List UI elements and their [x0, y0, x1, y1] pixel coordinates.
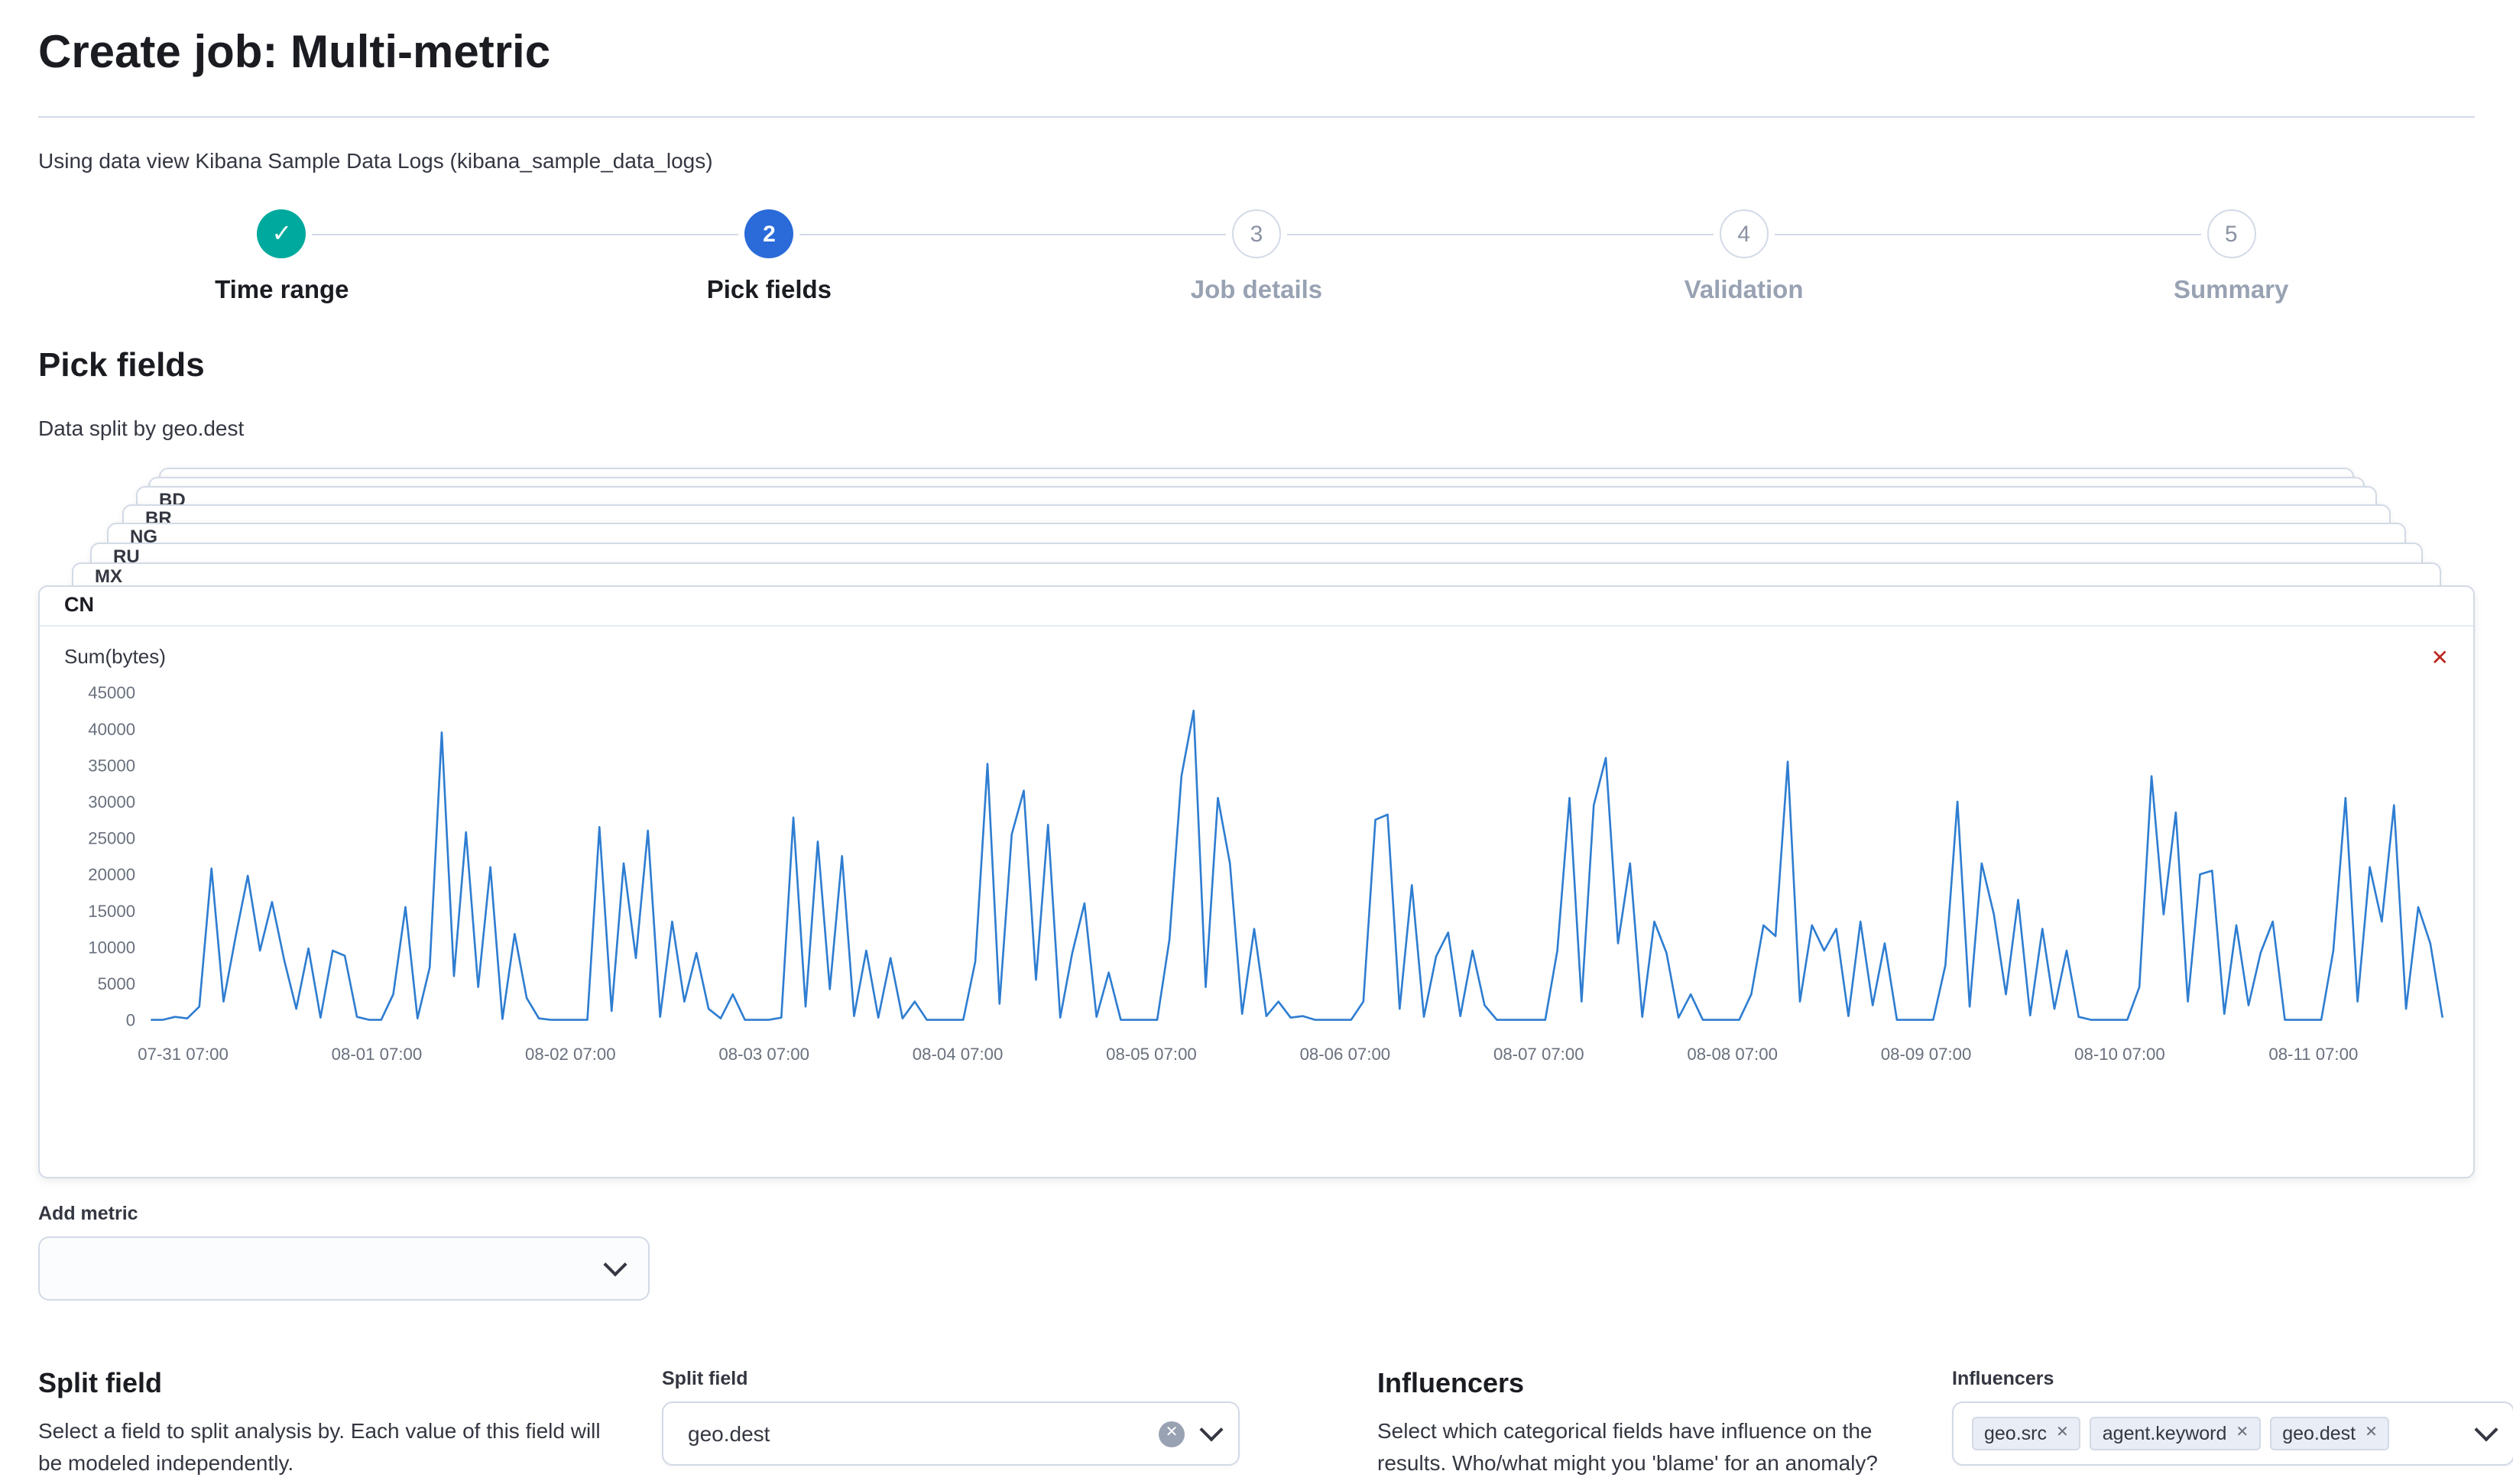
- step-connector: [1287, 233, 1500, 235]
- step-label: Time range: [215, 277, 349, 304]
- add-metric-label: Add metric: [38, 1203, 138, 1224]
- svg-text:08-02 07:00: 08-02 07:00: [525, 1045, 616, 1064]
- split-field-form-label: Split field: [662, 1368, 748, 1389]
- step-job-details[interactable]: 3 Job details: [1013, 209, 1500, 306]
- step-validation[interactable]: 4 Validation: [1500, 209, 1988, 306]
- remove-pill-icon[interactable]: ✕: [2236, 1424, 2249, 1441]
- clear-icon[interactable]: ✕: [1159, 1421, 1185, 1447]
- remove-pill-icon[interactable]: ✕: [2365, 1424, 2378, 1441]
- split-card-title: CN: [40, 587, 2473, 627]
- step-connector: [799, 233, 1013, 235]
- influencers-group: Influencers Select which categorical fie…: [1377, 1368, 2513, 1484]
- metric-chart: 0 5000 10000 15000 20000 25000 30000 35000 40000…: [40, 668, 2473, 1075]
- svg-text:5000: 5000: [98, 974, 135, 993]
- title-divider: [38, 116, 2475, 118]
- split-field-group: Split field Select a field to split anal…: [38, 1368, 1240, 1479]
- pick-fields-heading: Pick fields: [38, 345, 205, 384]
- svg-text:08-10 07:00: 08-10 07:00: [2074, 1045, 2165, 1064]
- step-number: 4: [1719, 209, 1769, 258]
- influencer-pill-label: agent.keyword: [2102, 1423, 2227, 1444]
- influencer-pill: geo.src ✕: [1972, 1417, 2081, 1450]
- svg-text:08-07 07:00: 08-07 07:00: [1493, 1045, 1584, 1064]
- step-connector: [525, 233, 739, 235]
- influencer-pill: geo.dest ✕: [2270, 1417, 2390, 1450]
- step-label: Summary: [2173, 277, 2289, 304]
- influencer-pill-label: geo.dest: [2282, 1423, 2356, 1444]
- svg-text:08-11 07:00: 08-11 07:00: [2268, 1045, 2358, 1064]
- step-indicator: ✓ Time range 2 Pick fields 3 Job details…: [38, 209, 2475, 306]
- step-connector: [1013, 233, 1226, 235]
- step-pick-fields[interactable]: 2 Pick fields: [525, 209, 1013, 306]
- step-connector: [1774, 233, 1988, 235]
- influencers-description: Select which categorical fields have inf…: [1377, 1418, 1878, 1484]
- split-field-description: Select a field to split analysis by. Eac…: [38, 1418, 601, 1475]
- svg-text:08-09 07:00: 08-09 07:00: [1881, 1045, 1972, 1064]
- influencers-combobox[interactable]: geo.src ✕ agent.keyword ✕ geo.dest ✕: [1952, 1401, 2513, 1466]
- step-number: 5: [2207, 209, 2256, 258]
- remove-metric-icon[interactable]: ✕: [2430, 644, 2449, 669]
- step-label: Pick fields: [706, 277, 832, 304]
- svg-text:15000: 15000: [88, 902, 135, 921]
- influencer-pill: agent.keyword ✕: [2090, 1417, 2262, 1450]
- step-connector: [312, 233, 526, 235]
- data-split-text: Data split by geo.dest: [38, 416, 245, 440]
- chevron-down-icon: [1199, 1418, 1224, 1442]
- influencer-pill-label: geo.src: [1984, 1423, 2047, 1444]
- page-title: Create job: Multi-metric: [38, 28, 551, 78]
- create-job-page: Create job: Multi-metric Using data view…: [0, 24, 2513, 1484]
- step-connector: [1987, 233, 2201, 235]
- svg-text:40000: 40000: [88, 720, 135, 739]
- svg-text:07-31 07:00: 07-31 07:00: [138, 1045, 229, 1064]
- split-cards-stack: BD BR NG RU MX CN Sum(bytes) ✕ 0 5000 1000…: [38, 468, 2475, 1178]
- svg-text:45000: 45000: [88, 683, 135, 702]
- step-number: 2: [744, 209, 794, 258]
- svg-text:0: 0: [126, 1011, 135, 1030]
- step-connector: [38, 233, 251, 235]
- chevron-down-icon: [603, 1252, 627, 1277]
- influencers-heading: Influencers: [1377, 1368, 1525, 1398]
- data-view-text: Using data view Kibana Sample Data Logs …: [38, 148, 713, 173]
- step-summary[interactable]: 5 Summary: [1987, 209, 2475, 306]
- svg-text:25000: 25000: [88, 829, 135, 848]
- svg-text:08-08 07:00: 08-08 07:00: [1687, 1045, 1778, 1064]
- split-field-combobox[interactable]: geo.dest ✕: [662, 1401, 1240, 1466]
- split-card-label: MX: [95, 565, 122, 587]
- svg-text:35000: 35000: [88, 756, 135, 775]
- step-connector: [1500, 233, 1714, 235]
- step-label: Validation: [1684, 277, 1804, 304]
- split-field-heading: Split field: [38, 1368, 162, 1398]
- svg-text:08-03 07:00: 08-03 07:00: [718, 1045, 809, 1064]
- step-time-range[interactable]: ✓ Time range: [38, 209, 526, 306]
- chevron-down-icon: [2474, 1418, 2498, 1442]
- svg-text:08-04 07:00: 08-04 07:00: [913, 1045, 1004, 1064]
- remove-pill-icon[interactable]: ✕: [2056, 1424, 2069, 1441]
- step-connector: [2262, 233, 2475, 235]
- svg-text:08-01 07:00: 08-01 07:00: [332, 1045, 423, 1064]
- influencers-form-label: Influencers: [1952, 1368, 2054, 1389]
- svg-text:08-06 07:00: 08-06 07:00: [1300, 1045, 1391, 1064]
- step-number: 3: [1232, 209, 1281, 258]
- step-label: Job details: [1190, 277, 1323, 304]
- check-icon: ✓: [257, 209, 306, 258]
- svg-text:20000: 20000: [88, 865, 135, 884]
- svg-text:30000: 30000: [88, 792, 135, 812]
- split-card-cn: CN Sum(bytes) ✕ 0 5000 10000 15000 20000 2500…: [38, 585, 2475, 1178]
- svg-text:08-05 07:00: 08-05 07:00: [1106, 1045, 1197, 1064]
- metric-label: Sum(bytes): [64, 645, 166, 668]
- add-metric-select[interactable]: [38, 1236, 650, 1301]
- svg-text:10000: 10000: [88, 938, 135, 957]
- split-field-value: geo.dest: [688, 1421, 770, 1446]
